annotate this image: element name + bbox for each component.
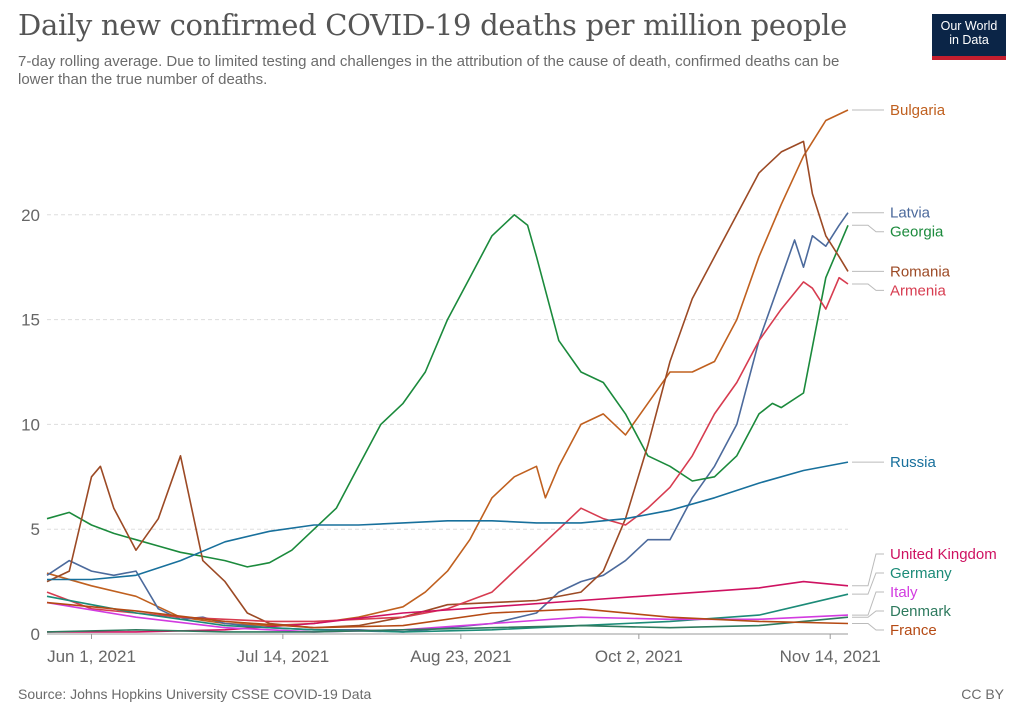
source-note: Source: Johns Hopkins University CSSE CO… — [18, 686, 372, 702]
series-line-georgia[interactable] — [46, 214, 849, 568]
series-line-germany[interactable] — [46, 593, 849, 633]
series-lines — [46, 109, 849, 633]
chart-title: Daily new confirmed COVID-19 deaths per … — [18, 8, 848, 42]
y-tick-label: 20 — [21, 206, 40, 225]
series-line-russia[interactable] — [47, 461, 849, 581]
legend-connector — [852, 553, 884, 587]
legend-connector — [852, 224, 884, 233]
owid-logo[interactable]: Our World in Data — [932, 14, 1006, 60]
y-tick-label: 5 — [31, 520, 40, 539]
legend-connector — [852, 572, 884, 595]
line-chart: 0 5 10 15 20 Jun 1, 2021 Jul 14, 2021 Aug 23, … — [21, 102, 997, 666]
series-line-romania[interactable] — [46, 140, 849, 629]
license-link[interactable]: CC BY — [961, 686, 1004, 702]
legend-label-united-kingdom[interactable]: United Kingdom — [890, 546, 997, 563]
legend-label-russia[interactable]: Russia — [890, 454, 937, 471]
series-line-latvia[interactable] — [46, 212, 849, 633]
legend-connector — [852, 591, 884, 616]
legend-label-bulgaria[interactable]: Bulgaria — [890, 102, 946, 119]
logo-line-2: in Data — [949, 33, 989, 47]
x-tick-label: Aug 23, 2021 — [410, 647, 511, 666]
legend-label-denmark[interactable]: Denmark — [890, 603, 951, 620]
legend-connector — [852, 623, 884, 631]
legend-label-romania[interactable]: Romania — [890, 263, 951, 280]
y-axis-ticks: 0 5 10 15 20 — [21, 206, 40, 644]
chart-subtitle: 7-day rolling average. Due to limited te… — [18, 53, 840, 88]
y-tick-label: 0 — [31, 625, 40, 644]
x-tick-label: Oct 2, 2021 — [595, 647, 683, 666]
series-line-armenia[interactable] — [46, 276, 849, 623]
logo-line-1: Our World — [940, 19, 998, 33]
legend-label-italy[interactable]: Italy — [890, 584, 918, 601]
x-axis-ticks: Jun 1, 2021 Jul 14, 2021 Aug 23, 2021 Oct 2… — [47, 634, 881, 666]
legend-label-georgia[interactable]: Georgia — [890, 224, 944, 241]
y-tick-label: 10 — [21, 415, 40, 434]
legend: Bulgaria Latvia Georgia Romania Armenia Russi… — [852, 102, 997, 639]
legend-label-armenia[interactable]: Armenia — [890, 282, 947, 299]
legend-label-germany[interactable]: Germany — [890, 565, 952, 582]
x-tick-label: Jul 14, 2021 — [237, 647, 330, 666]
series-line-united-kingdom[interactable] — [47, 580, 849, 633]
series-line-denmark[interactable] — [46, 616, 849, 633]
legend-label-latvia[interactable]: Latvia — [890, 205, 931, 222]
y-tick-label: 15 — [21, 311, 40, 330]
legend-label-france[interactable]: France — [890, 622, 937, 639]
series-line-france[interactable] — [46, 601, 849, 629]
legend-connector — [852, 283, 884, 291]
x-tick-label: Nov 14, 2021 — [780, 647, 881, 666]
legend-connector — [852, 610, 884, 618]
x-tick-label: Jun 1, 2021 — [47, 647, 136, 666]
